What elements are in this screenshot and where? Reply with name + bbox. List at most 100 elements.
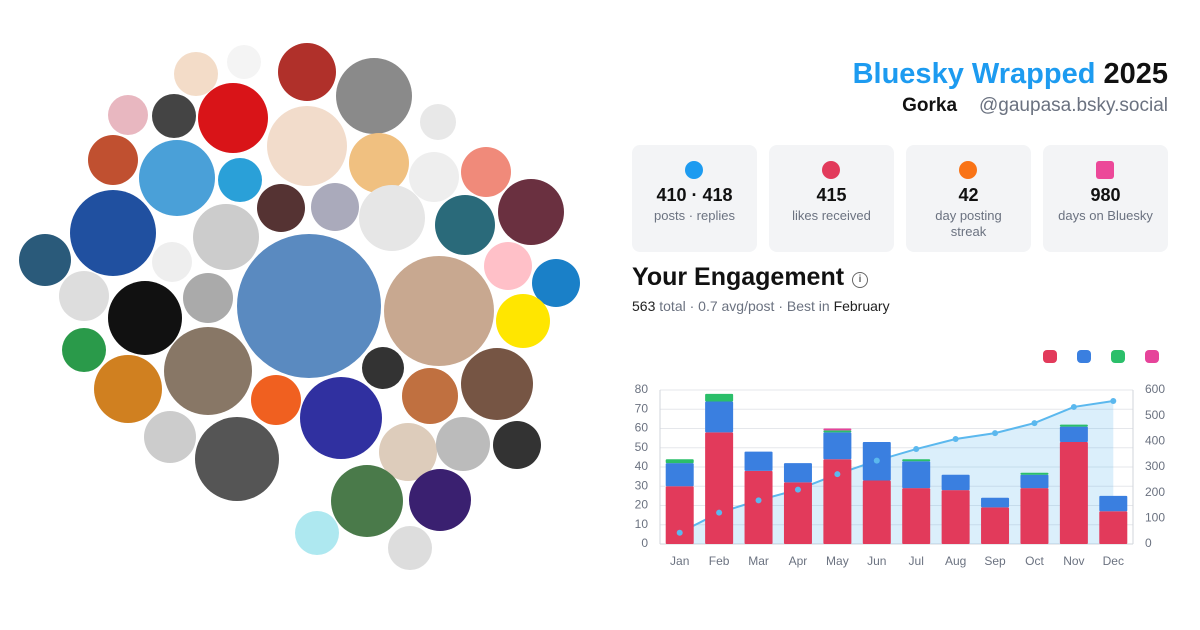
x-tick-label: Jan — [670, 554, 689, 568]
line-point — [716, 509, 723, 516]
y-tick-label: 30 — [635, 478, 649, 492]
avatar — [94, 355, 162, 423]
bar-segment — [1059, 426, 1088, 442]
bar-segment — [783, 463, 812, 483]
x-tick-label: Mar — [748, 554, 769, 568]
bar-segment — [902, 461, 931, 489]
avatar — [359, 185, 425, 251]
avatar — [349, 133, 409, 193]
x-tick-label: Sep — [984, 554, 1006, 568]
bar-segment — [941, 474, 970, 491]
avatar — [183, 273, 233, 323]
user-name: Gorka — [902, 95, 958, 116]
legend-icon[interactable] — [1145, 350, 1159, 363]
summary: 563 total · 0.7 avg/post · Best in Febru… — [632, 298, 890, 314]
avatar — [62, 328, 106, 372]
bar-segment — [823, 459, 852, 544]
avatar — [152, 94, 196, 138]
section-title: Your Engagement i — [632, 263, 869, 292]
x-tick-label: Nov — [1063, 554, 1084, 568]
bar-segment — [823, 428, 852, 431]
stat-card: 42 day posting streak — [906, 145, 1031, 252]
y-tick-label: 10 — [635, 517, 649, 531]
avatar — [19, 234, 71, 286]
legend-icon[interactable] — [1077, 350, 1091, 363]
bar-segment — [1099, 511, 1128, 544]
icon — [959, 161, 977, 179]
bar-segment — [902, 459, 931, 462]
line-point — [794, 486, 801, 493]
avatar — [436, 417, 490, 471]
avatar — [484, 242, 532, 290]
line-point — [952, 436, 959, 443]
y-tick-label: 0 — [641, 536, 648, 550]
line-point — [1070, 403, 1077, 410]
summary-text: total · 0.7 avg/post · Best in — [659, 298, 830, 314]
y-tick-label: 70 — [635, 401, 649, 415]
avatar — [409, 469, 471, 531]
avatar — [496, 294, 550, 348]
icon — [685, 161, 703, 179]
stat-value: 42 — [958, 185, 979, 205]
avatar — [493, 421, 541, 469]
stat-card: 415 likes received — [769, 145, 894, 252]
x-tick-label: Apr — [789, 554, 808, 568]
avatar — [218, 158, 262, 202]
x-tick-label: Jul — [909, 554, 924, 568]
info-icon[interactable]: i — [852, 272, 869, 288]
y2-tick-label: 400 — [1145, 434, 1165, 448]
avatar — [336, 58, 412, 134]
bar-segment — [1059, 441, 1088, 544]
avatar — [139, 140, 215, 216]
line-point — [834, 471, 841, 478]
line-point — [992, 430, 999, 437]
avatar — [532, 259, 580, 307]
avatar — [379, 423, 437, 481]
y-tick-label: 40 — [635, 459, 649, 473]
bar-segment — [862, 480, 891, 544]
line-point — [913, 446, 920, 453]
avatar — [311, 183, 359, 231]
icon — [1096, 161, 1114, 179]
y-tick-label: 50 — [635, 440, 649, 454]
total: 563 — [632, 298, 656, 314]
y2-tick-label: 0 — [1145, 536, 1152, 550]
avatar — [193, 204, 259, 270]
bar-segment — [941, 490, 970, 544]
y2-tick-label: 300 — [1145, 459, 1165, 473]
stat-card: 410 · 418 posts · replies — [632, 145, 757, 252]
bar-segment — [783, 482, 812, 544]
year: 2025 — [1103, 58, 1168, 90]
bar-segment — [705, 401, 734, 433]
avatar — [267, 106, 347, 186]
avatar — [164, 327, 252, 415]
avatar — [295, 511, 339, 555]
x-tick-label: Jun — [867, 554, 886, 568]
line-point — [755, 497, 762, 504]
avatar — [461, 147, 511, 197]
avatar — [251, 375, 301, 425]
stat-label: likes received — [792, 208, 871, 223]
avatar — [144, 411, 196, 463]
legend-icon[interactable] — [1111, 350, 1125, 363]
y2-tick-label: 600 — [1145, 382, 1165, 396]
bar-segment — [665, 459, 694, 464]
stat-label: days on Bluesky — [1058, 208, 1153, 223]
bar-segment — [902, 488, 931, 544]
bar-segment — [823, 430, 852, 433]
y-tick-label: 80 — [635, 382, 649, 396]
stat-label: day posting streak — [935, 208, 1002, 239]
avatar — [195, 417, 279, 501]
x-tick-label: Feb — [709, 554, 730, 568]
bar-segment — [981, 497, 1010, 508]
line-point — [873, 457, 880, 464]
avatar — [198, 83, 268, 153]
bar-segment — [705, 393, 734, 402]
avatar — [237, 234, 381, 378]
bar-segment — [1020, 488, 1049, 544]
legend-icon[interactable] — [1043, 350, 1057, 363]
stat-label: posts · replies — [654, 208, 735, 223]
user-handle[interactable]: @gaupasa.bsky.social — [979, 95, 1168, 116]
stat-value: 980 — [1090, 185, 1121, 205]
